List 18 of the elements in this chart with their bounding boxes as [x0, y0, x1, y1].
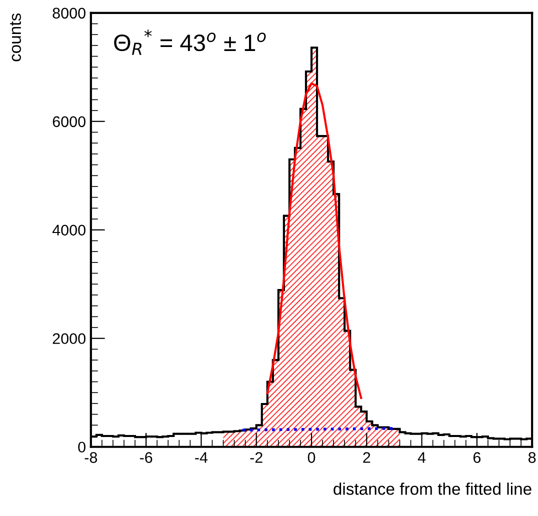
x-axis-title: distance from the fitted line	[334, 482, 532, 495]
x-tick-label: 4	[418, 452, 426, 463]
annotation: Θ$_{R}$$^{*}$ = 43$^{o}$ ± 1$^{o}$	[114, 30, 266, 55]
x-tick-label: 6	[473, 452, 481, 463]
x-tick-label: -2	[250, 452, 262, 463]
line-series	[266, 82, 362, 400]
x-tick-label: 2	[363, 452, 370, 463]
x-tick-label: 0	[308, 452, 316, 463]
y-tick-label: 4000	[52, 224, 86, 236]
y-tick-label: 6000	[52, 116, 86, 128]
y-axis-title: counts	[10, 14, 22, 62]
y-tick-label: 8000	[52, 8, 86, 19]
x-tick-label: -8	[84, 452, 98, 463]
y-tick-label: 0	[78, 442, 86, 453]
x-tick-label: 8	[528, 452, 536, 463]
y-tick-label: 2000	[52, 333, 86, 344]
x-tick-label: -4	[195, 452, 208, 463]
x-tick-label: -6	[140, 452, 152, 463]
